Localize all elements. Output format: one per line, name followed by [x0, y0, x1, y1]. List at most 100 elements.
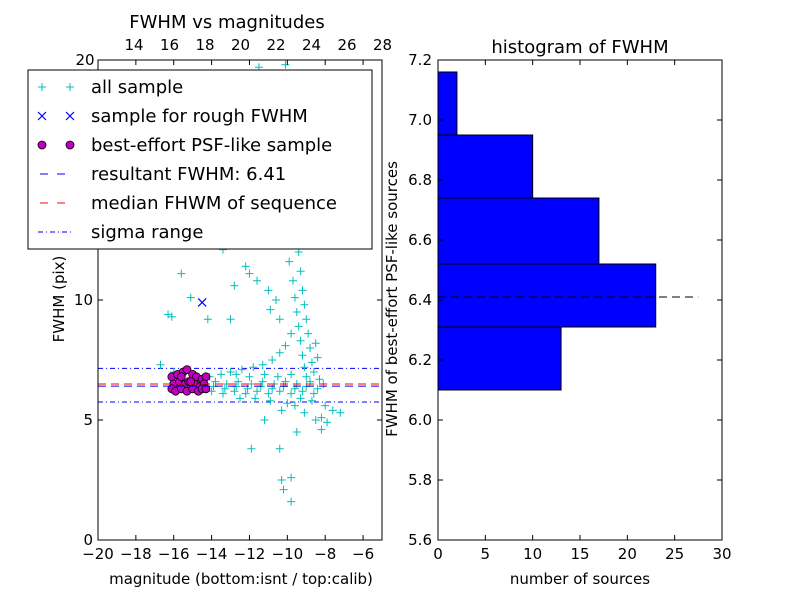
all-sample-point [287, 473, 296, 482]
all-sample-point [321, 401, 330, 410]
all-sample-point [306, 344, 315, 352]
scatter-ytick-label: 5 [83, 411, 93, 429]
histogram-ylabel: FWHM of best-effort PSF-like sources [383, 161, 401, 437]
all-sample-point [287, 389, 296, 398]
scatter-xtick-label: −14 [196, 545, 228, 563]
all-sample-point [296, 267, 305, 276]
all-sample-point [277, 476, 286, 484]
all-sample-point [230, 387, 239, 396]
scatter-ytick-label: 10 [74, 291, 93, 309]
legend-plus-marker [38, 83, 46, 91]
histogram-bar [437, 197, 600, 265]
all-sample-point [220, 384, 229, 393]
all-sample-point [260, 416, 269, 424]
all-sample-point [315, 375, 324, 384]
histogram-xtick-label: 25 [665, 545, 684, 563]
legend-label-rough-sample: sample for rough FWHM [91, 106, 308, 127]
all-sample-point [317, 413, 326, 422]
all-sample-point [177, 269, 186, 278]
best-sample-point [182, 365, 192, 375]
scatter-xtick-label: −8 [314, 545, 336, 563]
legend-label-median-fwhm: median FHWM of sequence [91, 193, 337, 214]
all-sample-point [307, 358, 316, 367]
all-sample-point [296, 394, 305, 403]
scatter-top-xtick-label: 16 [160, 36, 179, 54]
all-sample-point [309, 368, 318, 376]
all-sample-point [266, 396, 275, 405]
scatter-panel: FWHM vs magnitudes −20 −18 −16 −14 −12 −10 −8−… [27, 12, 392, 588]
all-sample-point [245, 372, 254, 381]
all-sample-point [271, 296, 280, 304]
legend-label-sigma-range: sigma range [91, 222, 203, 243]
all-sample-point [247, 444, 256, 453]
all-sample-point [230, 281, 239, 290]
scatter-top-xtick-label: 14 [124, 36, 143, 54]
scatter-top-xtick-label: 28 [373, 36, 392, 54]
all-sample-point [251, 394, 260, 403]
all-sample-point [287, 329, 296, 338]
scatter-xtick-label: −20 [82, 545, 114, 563]
all-sample-point [313, 353, 322, 362]
all-sample-point [275, 315, 284, 324]
all-sample-point [317, 425, 326, 434]
scatter-top-xtick-label: 26 [337, 36, 356, 54]
all-sample-point [328, 406, 337, 415]
legend-x-marker [65, 111, 75, 121]
all-sample-point [311, 416, 320, 424]
histogram-data-layer [437, 71, 699, 391]
scatter-axes: −20 −18 −16 −14 −12 −10 −8 −6 14 16 18 20 22 24 26 28 0 5… [74, 36, 392, 563]
all-sample-point [258, 377, 267, 386]
all-sample-point [287, 497, 296, 506]
histogram-ytick-label: 6.8 [408, 171, 432, 189]
all-sample-point [241, 262, 250, 271]
histogram-ytick-label: 5.8 [408, 471, 432, 489]
all-sample-point [281, 341, 290, 350]
scatter-top-xtick-label: 18 [195, 36, 214, 54]
scatter-ytick-label: 0 [83, 531, 93, 549]
best-sample-point [176, 372, 186, 382]
scatter-xtick-label: −16 [158, 545, 190, 563]
all-sample-point [156, 360, 165, 369]
all-sample-point [264, 389, 273, 398]
all-sample-point [253, 387, 262, 396]
scatter-ylabel: FWHM (pix) [50, 256, 68, 343]
best-sample-point [201, 372, 211, 382]
all-sample-point [273, 372, 282, 381]
all-sample-point [309, 389, 318, 398]
histogram-axes: 0 5 10 15 20 25 30 5.6 5.8 6.0 6.2 6.4 6.6 6.8 7.0 7.2 [408, 51, 731, 563]
all-sample-point [304, 329, 313, 338]
all-sample-point [264, 286, 273, 295]
all-sample-point [253, 276, 262, 285]
all-sample-point [300, 363, 309, 372]
histogram-ytick-label: 6.6 [408, 231, 432, 249]
histogram-xlabel: number of sources [510, 570, 650, 588]
histogram-xtick-label: 30 [712, 545, 731, 563]
all-sample-point [217, 370, 226, 379]
legend-circle-marker [37, 140, 47, 150]
scatter-top-xtick-label: 22 [266, 36, 285, 54]
all-sample-point [298, 387, 307, 396]
all-sample-point [290, 401, 299, 410]
all-sample-point [186, 293, 195, 302]
histogram-bar [437, 263, 657, 328]
legend-x-marker [37, 111, 47, 121]
all-sample-point [279, 485, 288, 494]
all-sample-point [260, 370, 269, 379]
histogram-xtick-label: 15 [570, 545, 589, 563]
all-sample-point [234, 377, 243, 386]
histogram-bar [437, 326, 562, 391]
legend-label-all-sample: all sample [91, 77, 183, 98]
histogram-bar [437, 134, 534, 199]
histogram-xtick-label: 20 [618, 545, 637, 563]
scatter-top-xtick-label: 24 [302, 36, 321, 54]
all-sample-point [298, 351, 307, 360]
all-sample-point [226, 368, 235, 376]
legend-markers [37, 83, 75, 233]
scatter-title: FWHM vs magnitudes [129, 12, 324, 33]
all-sample-point [290, 293, 299, 302]
all-sample-point [203, 315, 212, 324]
legend-frame [27, 69, 373, 250]
histogram-ytick-label: 6.0 [408, 411, 432, 429]
scatter-top-xtick-label: 20 [231, 36, 250, 54]
all-sample-point [302, 315, 311, 324]
